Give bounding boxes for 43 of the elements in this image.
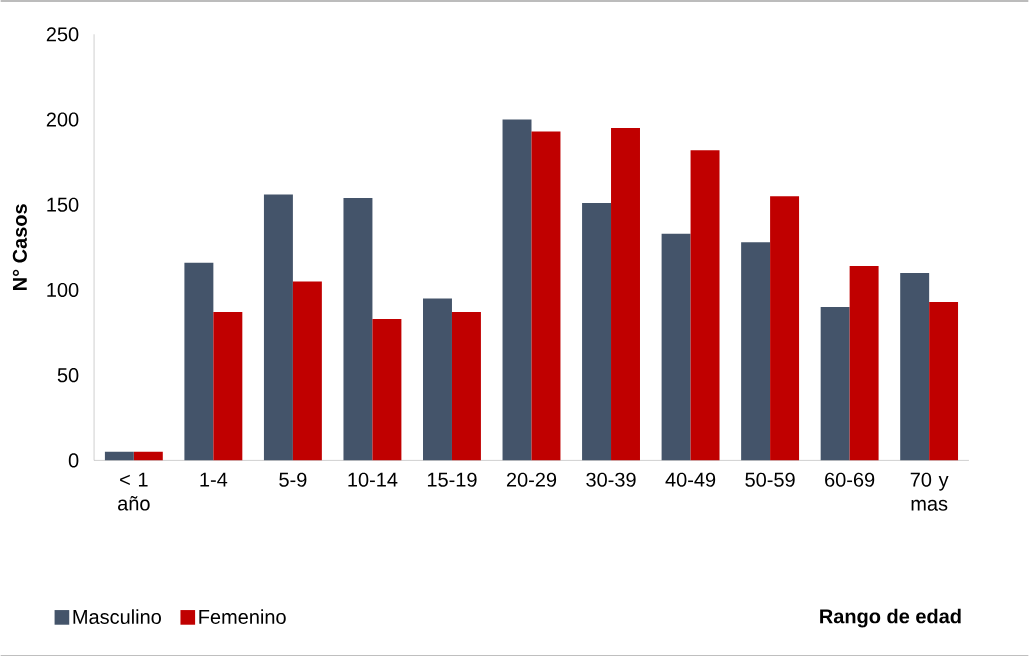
y-tick-label: 100 [47,282,79,297]
x-tick-label: 20-29 [506,472,557,487]
bar [343,197,373,461]
legend-label: Masculino [73,609,161,624]
bar [661,233,691,461]
bar [184,262,214,461]
bar [929,301,959,461]
bar [104,451,134,461]
bar [900,272,930,461]
x-tick-label: 60-69 [825,472,875,487]
bar [451,312,481,461]
y-tick-label: 250 [46,27,79,42]
x-tick-label: 30-39 [586,472,636,487]
x-tick-label: 5-9 [279,472,307,487]
bar [849,266,879,461]
bar [133,451,163,461]
y-tick-label: 150 [47,197,79,212]
y-tick-label: 0 [68,453,79,468]
bar [213,312,243,461]
legend-label: Femenino [199,609,286,624]
x-tick-label: 70 y mas [910,472,949,511]
x-tick-label: 1-4 [200,472,228,487]
bar [263,194,293,461]
bar [770,196,800,461]
x-axis-title: Rango de edad [820,608,961,628]
x-tick-label: 50-59 [745,472,795,487]
bar [502,119,532,461]
bar [531,131,561,461]
bar [611,127,640,461]
bar [423,298,452,461]
bar [820,306,850,461]
bar [582,202,612,461]
bar [292,281,322,461]
x-tick-label: 10-14 [348,472,398,487]
x-tick-label: < 1 año [118,472,150,511]
y-tick-label: 50 [57,368,79,383]
y-axis-title: N° Casos [12,204,27,290]
bar [690,150,720,461]
y-tick-label: 200 [46,112,79,127]
x-tick-label: 15-19 [427,472,477,487]
bar [741,242,771,461]
bar [372,318,402,461]
x-tick-label: 40-49 [665,472,716,487]
